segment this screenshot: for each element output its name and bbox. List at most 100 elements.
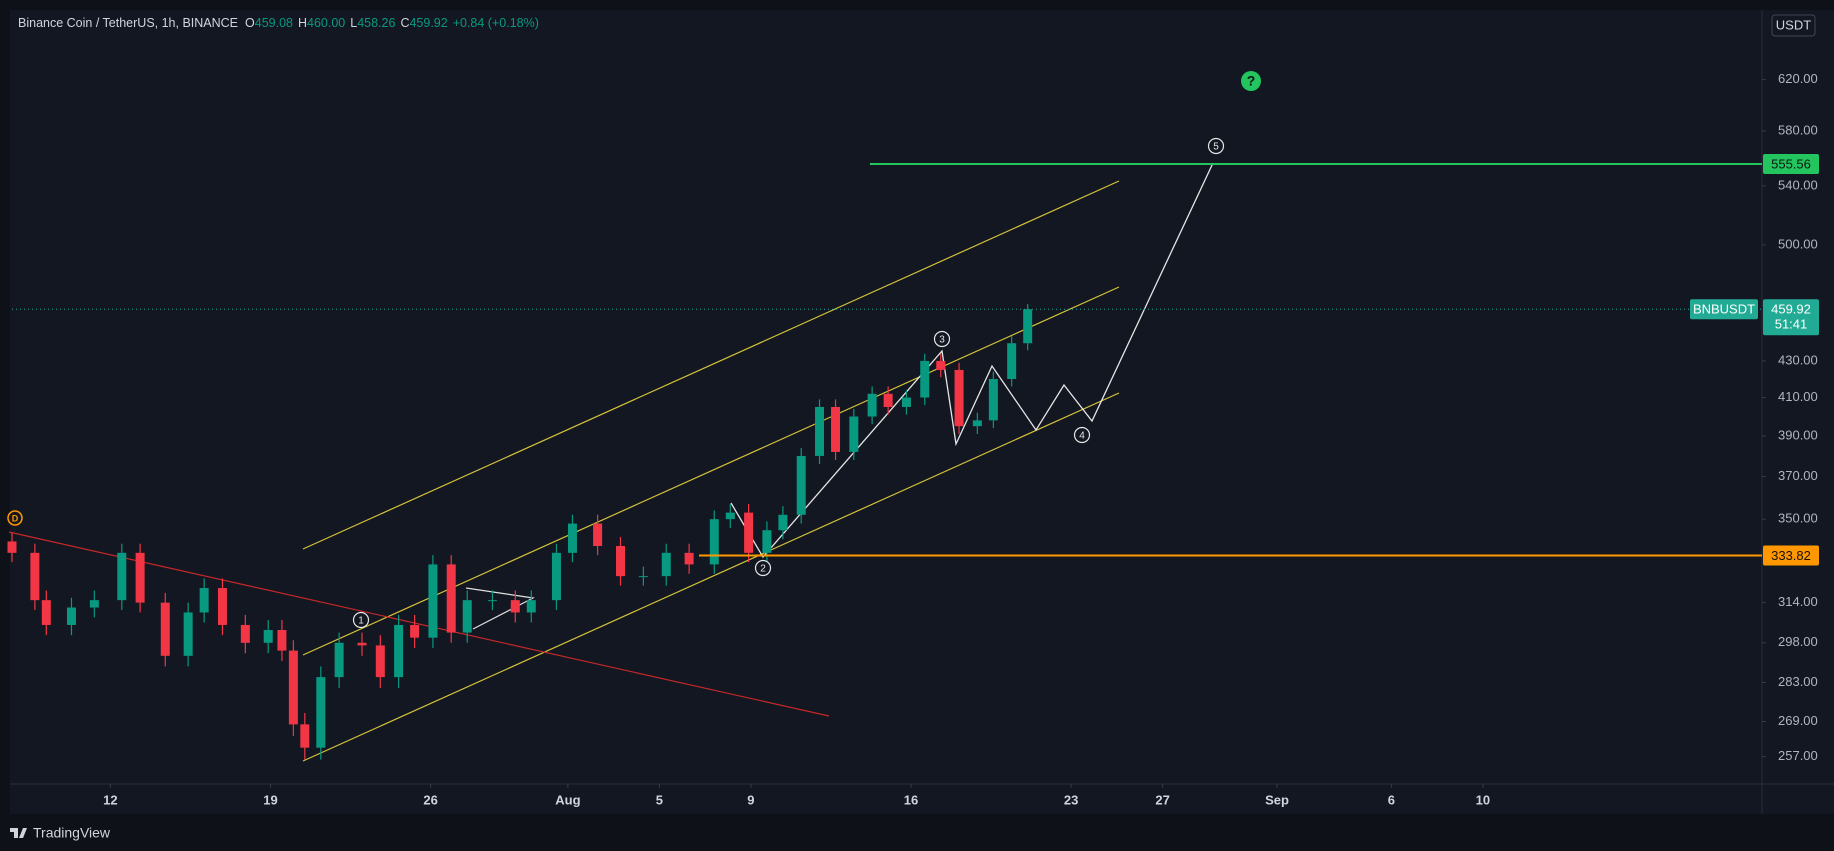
x-tick-label: 5 bbox=[656, 792, 663, 807]
candle-body bbox=[89, 600, 99, 608]
candle-body bbox=[30, 552, 40, 601]
x-tick-label: 19 bbox=[263, 792, 277, 807]
y-tick-label: 500.00 bbox=[1778, 236, 1818, 251]
x-tick-label: 6 bbox=[1388, 792, 1395, 807]
candle-body bbox=[831, 406, 841, 452]
candle-body bbox=[7, 541, 17, 553]
candle-body bbox=[638, 576, 648, 578]
candle-body bbox=[135, 552, 145, 603]
x-tick-label: Aug bbox=[555, 792, 580, 807]
price-tag bbox=[1763, 545, 1819, 566]
candle-body bbox=[462, 600, 472, 633]
y-tick-label: 370.00 bbox=[1778, 468, 1818, 483]
candle-body bbox=[778, 514, 788, 531]
candle-body bbox=[334, 642, 344, 678]
candle-body bbox=[709, 519, 719, 565]
channel-line bbox=[302, 286, 1120, 656]
x-tick-label: 23 bbox=[1064, 792, 1078, 807]
candle-body bbox=[160, 602, 170, 656]
trend-line bbox=[8, 531, 830, 717]
y-tick-label: 257.00 bbox=[1778, 748, 1818, 763]
channel-line bbox=[302, 392, 1120, 762]
y-tick-label: 620.00 bbox=[1778, 71, 1818, 86]
y-tick-label: 540.00 bbox=[1778, 177, 1818, 192]
candle-body bbox=[815, 406, 825, 456]
candle-body bbox=[901, 397, 911, 407]
candle-body bbox=[41, 600, 51, 625]
candle-body bbox=[744, 512, 754, 553]
x-tick-label: 9 bbox=[747, 792, 754, 807]
candle-body bbox=[883, 393, 893, 407]
candle-body bbox=[240, 624, 250, 643]
y-tick-label: 283.00 bbox=[1778, 674, 1818, 689]
countdown-label: 51:41 bbox=[1775, 317, 1808, 332]
candle-body bbox=[357, 642, 367, 646]
legend-text: L bbox=[350, 16, 358, 30]
help-marker bbox=[1241, 71, 1261, 91]
wave-label: 1 bbox=[358, 616, 364, 627]
y-tick-label: 314.00 bbox=[1778, 594, 1818, 609]
candle-body bbox=[277, 630, 287, 651]
wave-label: 2 bbox=[760, 564, 766, 575]
legend: Binance Coin / TetherUS, 1h, BINANCE O459… bbox=[18, 16, 539, 30]
candle-body bbox=[762, 530, 772, 553]
candle-body bbox=[375, 645, 385, 678]
y-tick-label: 269.00 bbox=[1778, 713, 1818, 728]
candle-body bbox=[217, 588, 227, 625]
x-tick-label: Sep bbox=[1265, 792, 1289, 807]
candle-body bbox=[410, 624, 420, 638]
candle-body bbox=[1023, 309, 1033, 344]
last-price-tag bbox=[1763, 299, 1819, 336]
wave-label: 5 bbox=[1213, 142, 1219, 153]
wave-label: 4 bbox=[1079, 431, 1085, 442]
candle-body bbox=[920, 360, 930, 398]
candle-body bbox=[117, 552, 127, 601]
symbol-tag bbox=[1690, 299, 1758, 320]
wave-circle bbox=[1207, 137, 1225, 155]
unit-label: USDT bbox=[1776, 17, 1811, 32]
last-price-label: 459.92 bbox=[1771, 302, 1811, 317]
candle-body bbox=[551, 552, 561, 601]
legend-text: C bbox=[400, 16, 410, 30]
symbol-tag-label: BNBUSDT bbox=[1693, 302, 1755, 317]
candle-body bbox=[796, 455, 806, 515]
x-tick-label: 27 bbox=[1155, 792, 1169, 807]
legend-text: 459.08 bbox=[254, 16, 293, 30]
candle-body bbox=[849, 416, 859, 452]
candle-body bbox=[567, 523, 577, 553]
wave-circle bbox=[1073, 426, 1091, 444]
dividend-label: D bbox=[12, 513, 19, 523]
y-tick-label: 430.00 bbox=[1778, 352, 1818, 367]
x-tick-label: 12 bbox=[103, 792, 117, 807]
legend-text: Binance Coin / TetherUS, 1h, BINANCE bbox=[18, 16, 239, 30]
x-tick-label: 26 bbox=[423, 792, 437, 807]
candle-body bbox=[510, 600, 520, 613]
legend-text: 460.00 bbox=[307, 16, 346, 30]
candle-body bbox=[988, 379, 998, 421]
y-tick-label: 410.00 bbox=[1778, 389, 1818, 404]
candle-body bbox=[394, 624, 404, 678]
drawings bbox=[8, 162, 1214, 762]
dividend-marker bbox=[7, 510, 23, 526]
wave-circle bbox=[933, 330, 951, 348]
candle-body bbox=[526, 600, 536, 613]
candle-body bbox=[183, 612, 193, 656]
help-label: ? bbox=[1247, 73, 1256, 89]
wave-circle bbox=[754, 559, 772, 577]
legend-text: 458.26 bbox=[357, 16, 396, 30]
candle-body bbox=[316, 677, 326, 748]
wave-circle bbox=[352, 611, 370, 629]
wave-path bbox=[730, 162, 1214, 559]
x-tick-label: 10 bbox=[1476, 792, 1490, 807]
price-tag-label: 333.82 bbox=[1771, 548, 1811, 563]
candle-body bbox=[684, 552, 694, 565]
candle-body bbox=[615, 545, 625, 577]
candle-body bbox=[300, 724, 310, 748]
candle-body bbox=[199, 588, 209, 613]
candle-body bbox=[661, 552, 671, 577]
candle-body bbox=[867, 393, 877, 417]
legend-text: O bbox=[245, 16, 255, 30]
candle-body bbox=[1007, 343, 1017, 380]
candle-body bbox=[263, 630, 273, 643]
y-tick-label: 390.00 bbox=[1778, 427, 1818, 442]
